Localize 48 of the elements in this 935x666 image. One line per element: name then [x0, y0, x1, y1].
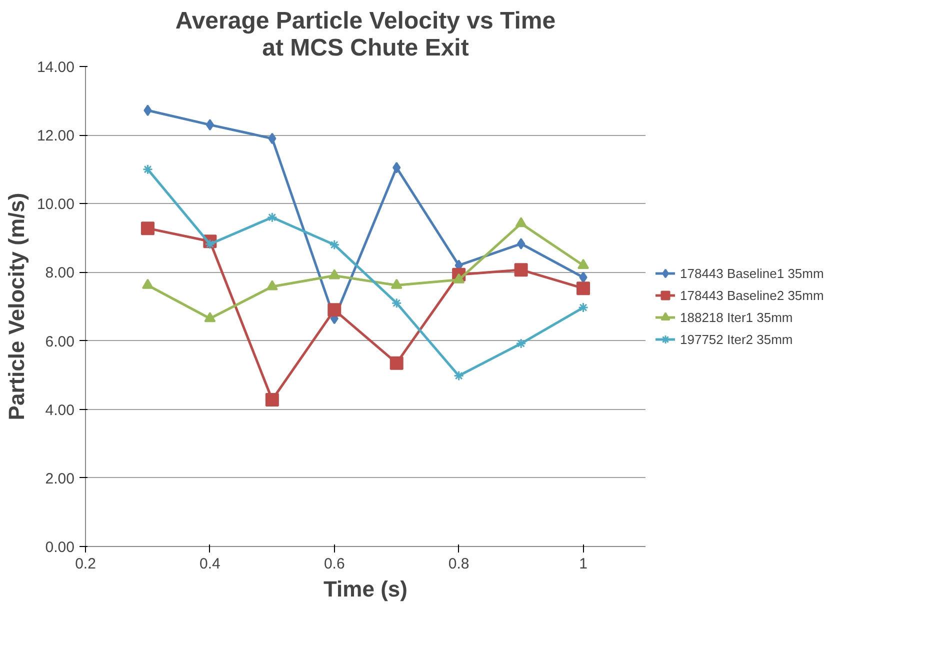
y-tick-label: 6.00	[45, 333, 75, 350]
y-tick-label: 0.00	[45, 539, 75, 556]
x-tick-label: 0.2	[75, 556, 96, 572]
point	[578, 258, 590, 269]
y-tick-label: 8.00	[45, 264, 75, 282]
legend-label: 178443 Baseline2 35mm	[680, 288, 824, 302]
y-tick-label: 2.00	[45, 470, 75, 488]
legend-label: 197752 Iter2 35mm	[680, 332, 793, 346]
x-axis-title: Time (s)	[324, 576, 408, 602]
point	[516, 338, 526, 349]
x-tick-label: 0.8	[448, 556, 470, 572]
chart-title: Average Particle Velocity vs Time at MCS Chute Exit	[175, 8, 556, 62]
x-tick-label: 1	[579, 556, 588, 572]
y-tick-label: 12.00	[36, 128, 75, 145]
point	[391, 298, 402, 308]
point	[578, 302, 589, 313]
point	[453, 273, 465, 284]
y-tick-label: 10.00	[36, 196, 75, 214]
y-tick-label: 14.00	[36, 59, 75, 76]
point	[392, 162, 401, 174]
point	[390, 356, 404, 370]
point	[516, 238, 526, 250]
point	[579, 272, 588, 284]
point	[265, 393, 279, 407]
point	[328, 303, 342, 317]
y-tick-label: 4.00	[45, 402, 75, 419]
x-tick-label: 0.6	[324, 556, 345, 572]
point	[454, 370, 464, 382]
y-axis-title: Particle Velocity (m/s)	[4, 192, 29, 420]
legend-label: 178443 Baseline1 35mm	[680, 266, 824, 280]
point	[514, 263, 528, 277]
point	[328, 269, 340, 280]
point	[329, 240, 340, 250]
point	[390, 278, 402, 289]
legend-label: 188218 Iter1 35mm	[680, 310, 793, 324]
point	[142, 278, 154, 289]
point	[266, 212, 278, 223]
point	[268, 132, 276, 144]
point	[144, 104, 152, 116]
point	[204, 312, 216, 322]
point	[206, 119, 214, 131]
point	[204, 238, 216, 250]
x-tick-label: 0.4	[200, 556, 220, 572]
point	[140, 222, 154, 236]
point	[142, 164, 153, 175]
point	[266, 280, 278, 290]
point	[515, 217, 527, 228]
point	[576, 282, 590, 296]
